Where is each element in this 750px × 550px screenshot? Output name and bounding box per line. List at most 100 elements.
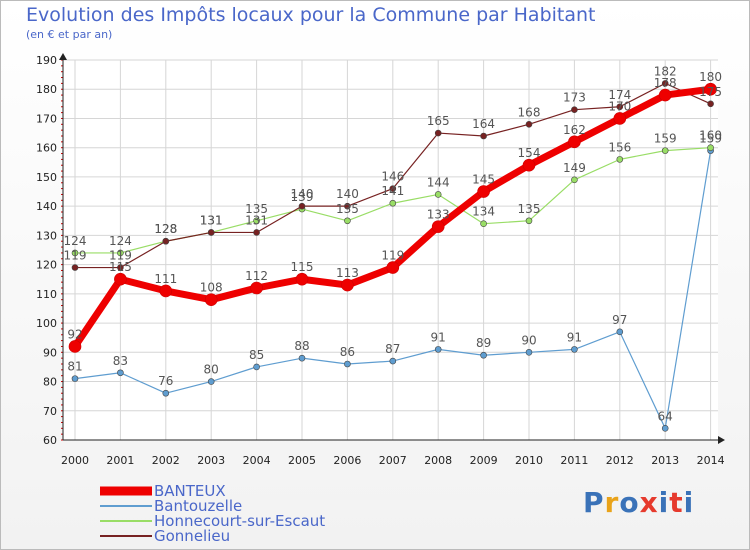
data-point-banteux	[522, 158, 536, 172]
data-label-banteux: 115	[291, 260, 314, 274]
data-label-gonnelieu: 164	[472, 117, 495, 131]
y-tick-label: 90	[43, 346, 57, 359]
data-point-honnecourt-sur-escaut	[253, 217, 260, 225]
data-label-banteux: 178	[654, 76, 677, 90]
data-point-banteux	[431, 220, 445, 233]
y-tick-label: 60	[43, 434, 57, 447]
x-tick-label: 2001	[106, 454, 134, 467]
y-tick-label: 100	[36, 317, 57, 330]
data-label-honnecourt-sur-escaut: 124	[109, 234, 132, 248]
data-label-banteux: 119	[381, 249, 404, 263]
data-label-gonnelieu: 140	[291, 187, 314, 201]
data-label-bantouzelle: 86	[340, 345, 355, 359]
data-label-honnecourt-sur-escaut: 160	[699, 129, 722, 143]
logo-letter: x	[639, 486, 659, 519]
data-point-banteux	[613, 112, 627, 125]
y-tick-label: 110	[36, 288, 57, 301]
x-tick-label: 2011	[560, 454, 588, 467]
y-tick-label: 150	[36, 171, 57, 184]
data-point-gonnelieu	[117, 264, 124, 271]
logo-letter: o	[619, 486, 640, 519]
data-point-banteux	[68, 340, 82, 353]
x-tick-label: 2013	[651, 454, 679, 467]
data-point-honnecourt-sur-escaut	[389, 199, 397, 207]
y-tick-label: 70	[43, 405, 57, 418]
data-label-banteux: 180	[699, 70, 722, 84]
data-label-bantouzelle: 90	[521, 333, 536, 347]
data-point-honnecourt-sur-escaut	[71, 249, 79, 257]
data-point-bantouzelle	[117, 369, 124, 377]
data-point-banteux	[568, 135, 581, 149]
x-tick-label: 2014	[697, 454, 725, 467]
data-point-gonnelieu	[480, 132, 487, 140]
data-point-banteux	[658, 88, 672, 102]
data-point-gonnelieu	[571, 106, 578, 113]
data-label-honnecourt-sur-escaut: 144	[427, 175, 450, 189]
data-point-banteux	[204, 293, 218, 306]
data-point-bantouzelle	[434, 346, 442, 353]
x-tick-label: 2010	[515, 454, 543, 467]
data-label-honnecourt-sur-escaut: 131	[200, 213, 223, 227]
data-label-honnecourt-sur-escaut: 139	[291, 190, 314, 204]
data-point-banteux	[704, 82, 717, 96]
data-point-gonnelieu	[298, 202, 306, 210]
legend-label-banteux: BANTEUX	[154, 482, 226, 500]
data-point-bantouzelle	[344, 360, 351, 368]
data-label-banteux: 115	[109, 260, 132, 274]
x-tick-label: 2005	[288, 454, 316, 467]
data-point-honnecourt-sur-escaut	[616, 156, 624, 163]
data-label-bantouzelle: 88	[294, 339, 309, 353]
data-label-gonnelieu: 128	[154, 222, 177, 236]
x-tick-label: 2007	[379, 454, 407, 467]
x-tick-label: 2009	[470, 454, 498, 467]
data-point-honnecourt-sur-escaut	[571, 176, 578, 184]
x-tick-label: 2006	[333, 454, 361, 467]
x-tick-label: 2002	[152, 454, 180, 467]
proxiti-logo: Proxiti	[583, 486, 694, 519]
data-point-honnecourt-sur-escaut	[480, 220, 487, 227]
data-label-gonnelieu: 146	[381, 170, 404, 184]
y-axis-arrow	[59, 53, 67, 60]
data-point-bantouzelle	[207, 378, 215, 385]
chart-subtitle: (en € et par an)	[26, 28, 113, 41]
y-tick-label: 80	[43, 376, 57, 389]
data-point-gonnelieu	[525, 121, 533, 128]
data-label-bantouzelle: 76	[158, 374, 173, 388]
data-point-bantouzelle	[616, 328, 624, 336]
data-label-honnecourt-sur-escaut: 149	[563, 161, 586, 175]
y-tick-label: 160	[36, 142, 57, 155]
data-label-honnecourt-sur-escaut: 141	[381, 184, 404, 198]
data-label-banteux: 170	[608, 99, 631, 113]
data-label-banteux: 108	[200, 281, 223, 295]
x-tick-label: 2012	[606, 454, 634, 467]
logo-letter: i	[683, 486, 695, 519]
data-label-gonnelieu: 174	[608, 88, 631, 102]
data-label-gonnelieu: 182	[654, 64, 677, 78]
data-label-bantouzelle: 159	[699, 132, 722, 146]
data-label-honnecourt-sur-escaut: 135	[518, 202, 541, 216]
data-label-gonnelieu: 173	[563, 91, 586, 105]
data-label-gonnelieu: 168	[518, 105, 541, 119]
data-point-gonnelieu	[344, 202, 351, 210]
data-label-bantouzelle: 87	[385, 342, 400, 356]
logo-letter: P	[583, 486, 605, 519]
y-tick-label: 130	[36, 229, 57, 242]
logo-letter: t	[669, 486, 684, 519]
y-tick-label: 140	[36, 200, 57, 213]
data-point-honnecourt-sur-escaut	[525, 217, 533, 225]
chart-title: Evolution des Impôts locaux pour la Comm…	[26, 4, 596, 26]
data-label-gonnelieu: 140	[336, 187, 359, 201]
logo-letter: i	[658, 486, 670, 519]
data-label-gonnelieu: 131	[245, 213, 268, 227]
data-point-bantouzelle	[71, 375, 79, 382]
legend	[100, 486, 152, 537]
y-tick-label: 120	[36, 259, 57, 272]
data-label-banteux: 145	[472, 173, 495, 187]
data-label-banteux: 112	[245, 269, 268, 283]
data-label-honnecourt-sur-escaut: 128	[154, 222, 177, 236]
data-point-gonnelieu	[253, 229, 260, 236]
data-label-banteux: 113	[336, 266, 359, 280]
legend-label-gonnelieu: Gonnelieu	[154, 527, 231, 545]
data-label-honnecourt-sur-escaut: 156	[608, 140, 631, 154]
